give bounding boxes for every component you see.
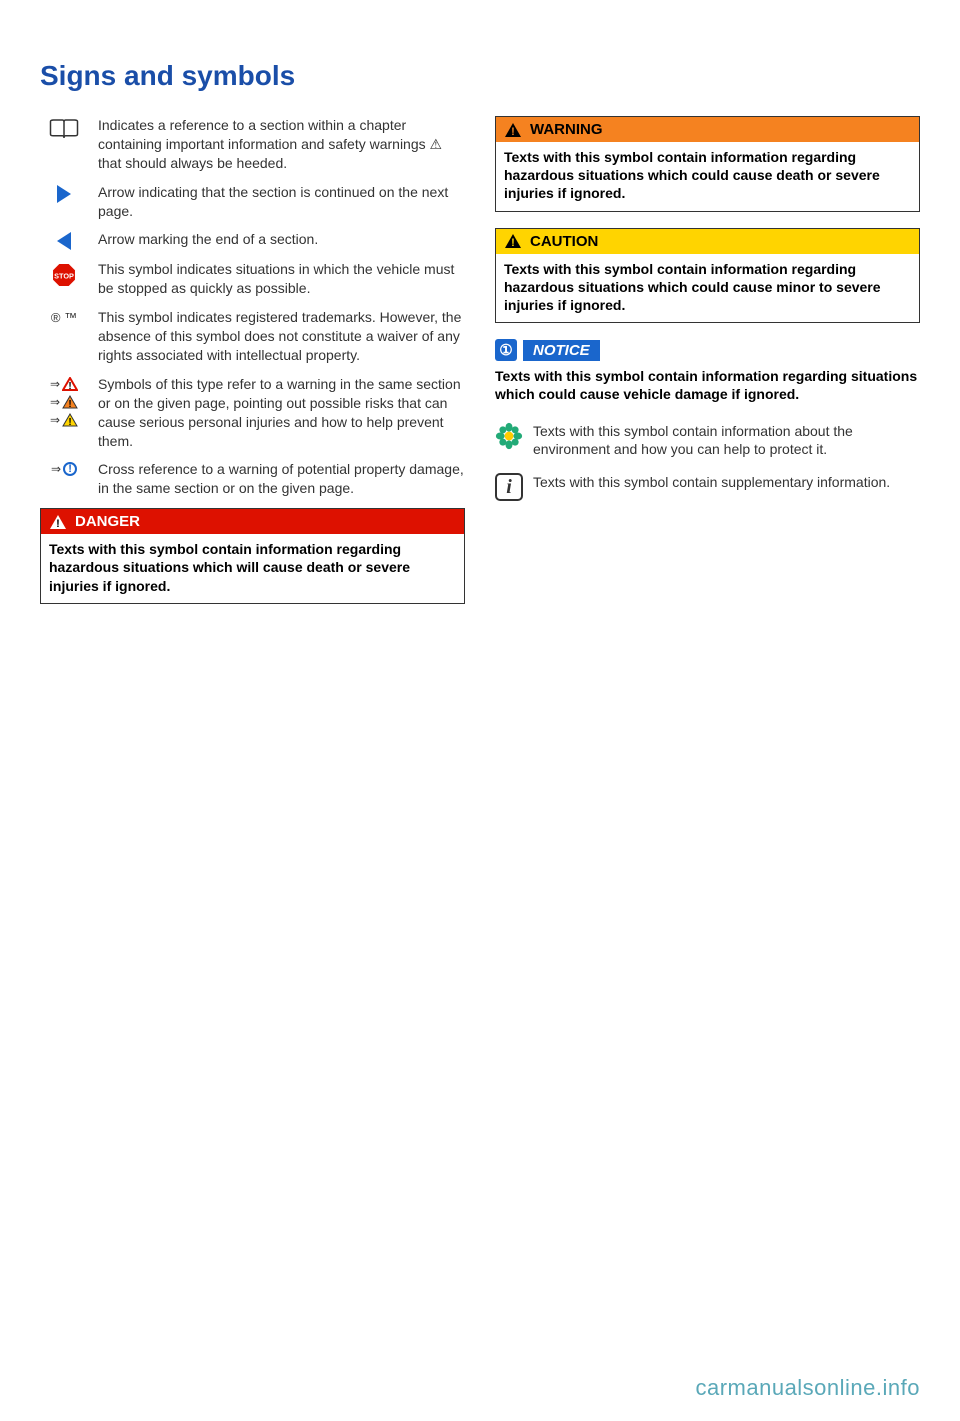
notice-header: ① NOTICE — [495, 339, 920, 361]
svg-text:STOP: STOP — [54, 272, 74, 281]
danger-label: DANGER — [75, 513, 140, 530]
warning-triangle-icon: ! — [504, 233, 522, 249]
warning-box: ! WARNING Texts with this symbol contain… — [495, 116, 920, 212]
right-column: ! WARNING Texts with this symbol contain… — [495, 116, 920, 620]
arrow-left-icon — [40, 230, 88, 250]
arrow-right-icon — [40, 183, 88, 203]
environment-text: Texts with this symbol contain informati… — [533, 422, 920, 460]
danger-body: Texts with this symbol contain informati… — [41, 534, 464, 603]
item-triangles: ⇒! ⇒! ⇒! Symbols of this type refer to a… — [40, 375, 465, 451]
warning-body: Texts with this symbol contain informati… — [496, 142, 919, 211]
warning-header: ! WARNING — [496, 117, 919, 142]
watermark: carmanualsonline.info — [695, 1375, 920, 1401]
item-triangles-text: Symbols of this type refer to a warning … — [98, 375, 465, 451]
warning-label: WARNING — [530, 121, 603, 138]
danger-box: ! DANGER Texts with this symbol contain … — [40, 508, 465, 604]
item-trademark-text: This symbol indicates registered tradema… — [98, 308, 465, 365]
stop-icon: STOP — [40, 260, 88, 288]
svg-text:!: ! — [68, 399, 71, 409]
notice-label: NOTICE — [523, 340, 600, 361]
notice-body: Texts with this symbol contain informati… — [495, 367, 920, 403]
item-book-text: Indicates a reference to a section withi… — [98, 116, 465, 173]
svg-text:!: ! — [511, 237, 515, 249]
svg-text:!: ! — [511, 126, 515, 138]
info-icon: i — [495, 473, 523, 501]
svg-text:!: ! — [68, 417, 71, 427]
page-title: Signs and symbols — [40, 60, 920, 92]
environment-item: Texts with this symbol contain informati… — [495, 422, 920, 460]
content-columns: Indicates a reference to a section withi… — [40, 116, 920, 620]
caution-label: CAUTION — [530, 233, 598, 250]
trademark-icon: ® ™ — [40, 308, 88, 325]
item-crossref: ⇒! Cross reference to a warning of poten… — [40, 460, 465, 498]
notice-icon: ① — [495, 339, 517, 361]
left-column: Indicates a reference to a section withi… — [40, 116, 465, 620]
caution-body: Texts with this symbol contain informati… — [496, 254, 919, 323]
danger-header: ! DANGER — [41, 509, 464, 534]
svg-text:!: ! — [56, 518, 60, 530]
item-stop: STOP This symbol indicates situations in… — [40, 260, 465, 298]
info-text: Texts with this symbol contain supplemen… — [533, 473, 890, 492]
book-icon — [40, 116, 88, 140]
caution-header: ! CAUTION — [496, 229, 919, 254]
item-arrow-right: Arrow indicating that the section is con… — [40, 183, 465, 221]
caution-box: ! CAUTION Texts with this symbol contain… — [495, 228, 920, 324]
warning-triangle-icon: ! — [504, 122, 522, 138]
warning-triangles-icon: ⇒! ⇒! ⇒! — [40, 375, 88, 427]
item-trademark: ® ™ This symbol indicates registered tra… — [40, 308, 465, 365]
warning-triangle-icon: ! — [49, 514, 67, 530]
flower-icon — [495, 422, 523, 455]
item-crossref-text: Cross reference to a warning of potentia… — [98, 460, 465, 498]
svg-text:!: ! — [68, 381, 71, 391]
item-arrow-left: Arrow marking the end of a section. — [40, 230, 465, 250]
item-arrow-right-text: Arrow indicating that the section is con… — [98, 183, 465, 221]
item-book: Indicates a reference to a section withi… — [40, 116, 465, 173]
item-arrow-left-text: Arrow marking the end of a section. — [98, 230, 465, 249]
crossref-icon: ⇒! — [40, 460, 88, 476]
info-item: i Texts with this symbol contain supplem… — [495, 473, 920, 501]
item-stop-text: This symbol indicates situations in whic… — [98, 260, 465, 298]
